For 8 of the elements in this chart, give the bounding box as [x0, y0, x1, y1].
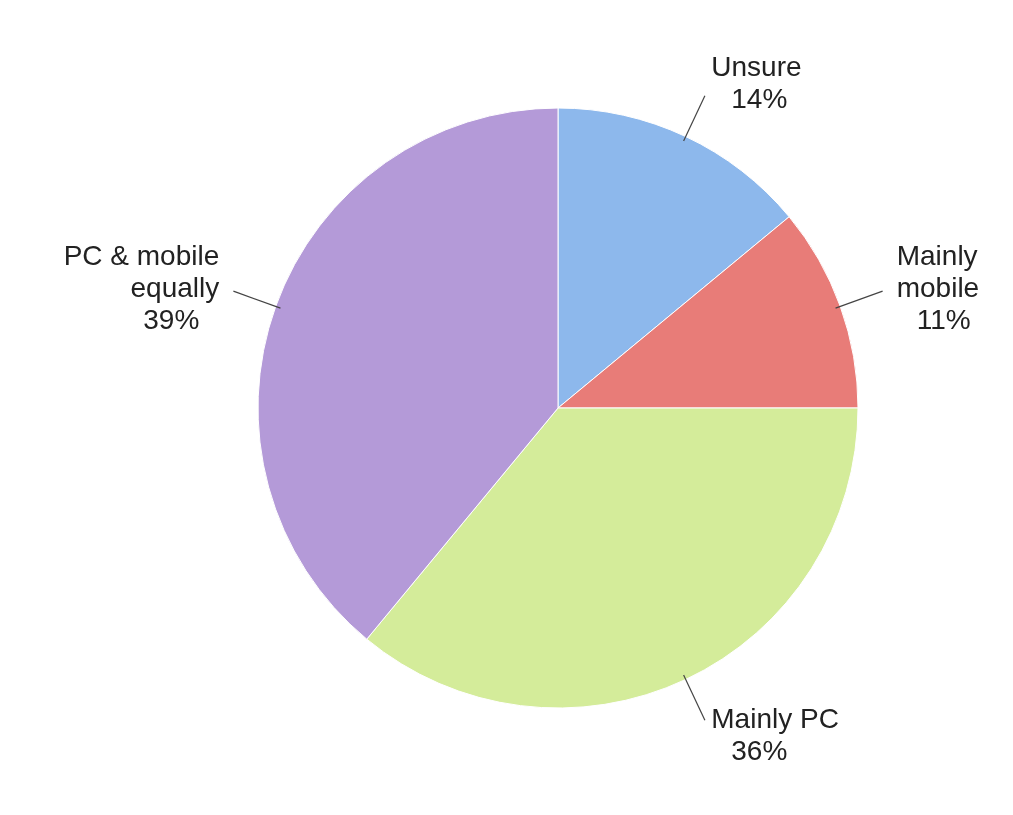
data-label: 11%: [916, 304, 971, 336]
slice-label: PC & mobile equally: [63, 240, 220, 304]
slice-label: Mainly PC: [711, 702, 839, 734]
slice-label: Unsure: [711, 51, 802, 83]
slice-label: Mainly mobile: [896, 240, 980, 304]
data-label: 14%: [731, 83, 788, 115]
data-label: 36%: [731, 734, 788, 766]
data-label: 39%: [143, 304, 200, 336]
